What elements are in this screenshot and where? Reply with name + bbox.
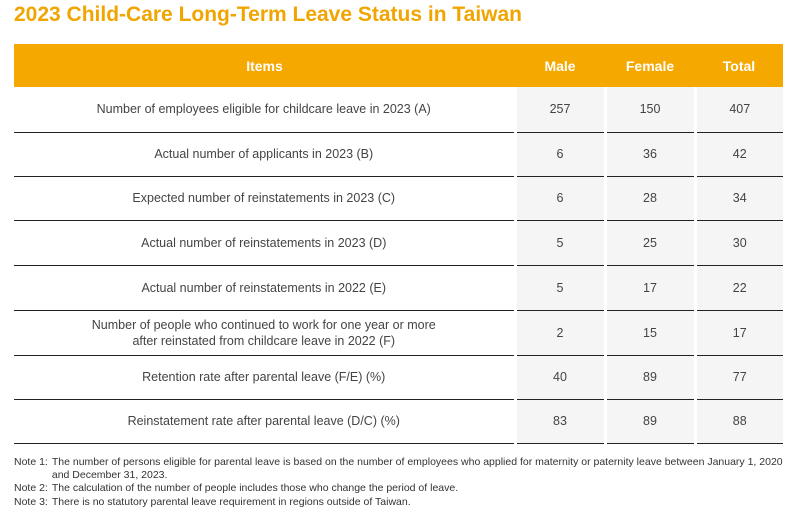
row-male-value: 6 (513, 132, 605, 177)
row-female-value: 36 (603, 132, 695, 177)
table-row: Number of employees eligible for childca… (14, 87, 783, 133)
row-item-label: Expected number of reinstatements in 202… (14, 176, 515, 221)
table-row: Actual number of reinstatements in 2022 … (14, 265, 783, 311)
row-female-value: 15 (603, 310, 695, 356)
row-male-value: 5 (513, 219, 605, 266)
row-total-value: 34 (693, 176, 783, 221)
footnote: Note 2: The calculation of the number of… (14, 482, 786, 495)
row-female-value: 89 (603, 355, 695, 400)
footnotes: Note 1: The number of persons eligible f… (14, 456, 786, 508)
table-row: Expected number of reinstatements in 202… (14, 176, 783, 221)
row-total-value: 30 (693, 219, 783, 266)
row-male-value: 5 (513, 265, 605, 311)
footnote-text: There is no statutory parental leave req… (51, 495, 411, 508)
row-item-label: Retention rate after parental leave (F/E… (14, 355, 515, 400)
page-title: 2023 Child-Care Long-Term Leave Status i… (14, 3, 523, 26)
leave-status-table: Items Male Female Total Number of employ… (14, 44, 783, 444)
row-male-value: 83 (513, 399, 605, 444)
row-item-label: Actual number of reinstatements in 2023 … (14, 219, 515, 266)
footnote-label: Note 3: (14, 495, 48, 508)
row-total-value: 407 (693, 87, 783, 133)
row-male-value: 2 (513, 310, 605, 356)
footnote-label: Note 2: (14, 482, 48, 494)
row-male-value: 40 (513, 355, 605, 400)
row-male-value: 6 (513, 176, 605, 221)
table-row: Actual number of applicants in 2023 (B) … (14, 132, 783, 177)
table-row: Retention rate after parental leave (F/E… (14, 355, 783, 400)
footnote-label: Note 1: (14, 456, 48, 468)
row-item-label: Reinstatement rate after parental leave … (14, 399, 515, 444)
table-row: Actual number of reinstatements in 2023 … (14, 219, 783, 266)
row-total-value: 77 (693, 355, 783, 400)
row-item-label-line2: after reinstated from childcare leave in… (132, 333, 396, 348)
table-header-row: Items Male Female Total (14, 44, 783, 87)
table-row: Number of people who continued to work f… (14, 310, 783, 356)
row-male-value: 257 (513, 87, 605, 133)
row-total-value: 42 (693, 132, 783, 177)
row-total-value: 17 (693, 310, 783, 356)
row-total-value: 88 (693, 399, 783, 444)
row-female-value: 28 (603, 176, 695, 221)
row-item-label-line1: Number of people who continued to work f… (91, 317, 436, 332)
row-female-value: 17 (603, 265, 695, 311)
footnote-text: The calculation of the number of people … (51, 482, 459, 494)
row-item-label: Actual number of reinstatements in 2022 … (14, 265, 515, 311)
footnote: Note 3: There is no statutory parental l… (14, 496, 786, 509)
header-total: Total (695, 44, 783, 87)
row-total-value: 22 (693, 265, 783, 311)
row-item-label: Number of employees eligible for childca… (14, 87, 515, 133)
row-item-label: Actual number of applicants in 2023 (B) (14, 132, 515, 177)
row-female-value: 89 (603, 399, 695, 444)
row-female-value: 25 (603, 219, 695, 266)
footnote-text: The number of persons eligible for paren… (51, 456, 783, 481)
header-male: Male (515, 44, 605, 87)
header-female: Female (605, 44, 695, 87)
header-items: Items (14, 44, 515, 87)
table-row: Reinstatement rate after parental leave … (14, 399, 783, 444)
row-item-label: Number of people who continued to work f… (14, 310, 515, 356)
footnote: Note 1: The number of persons eligible f… (14, 456, 786, 481)
row-female-value: 150 (603, 87, 695, 133)
